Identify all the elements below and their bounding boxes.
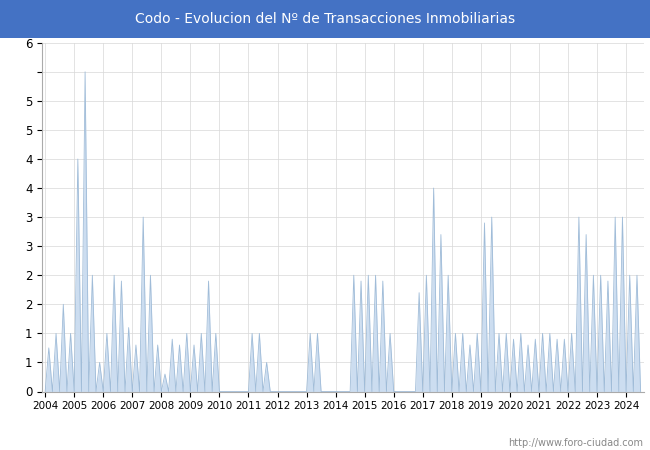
Text: http://www.foro-ciudad.com: http://www.foro-ciudad.com <box>508 438 644 448</box>
Text: Codo - Evolucion del Nº de Transacciones Inmobiliarias: Codo - Evolucion del Nº de Transacciones… <box>135 12 515 26</box>
